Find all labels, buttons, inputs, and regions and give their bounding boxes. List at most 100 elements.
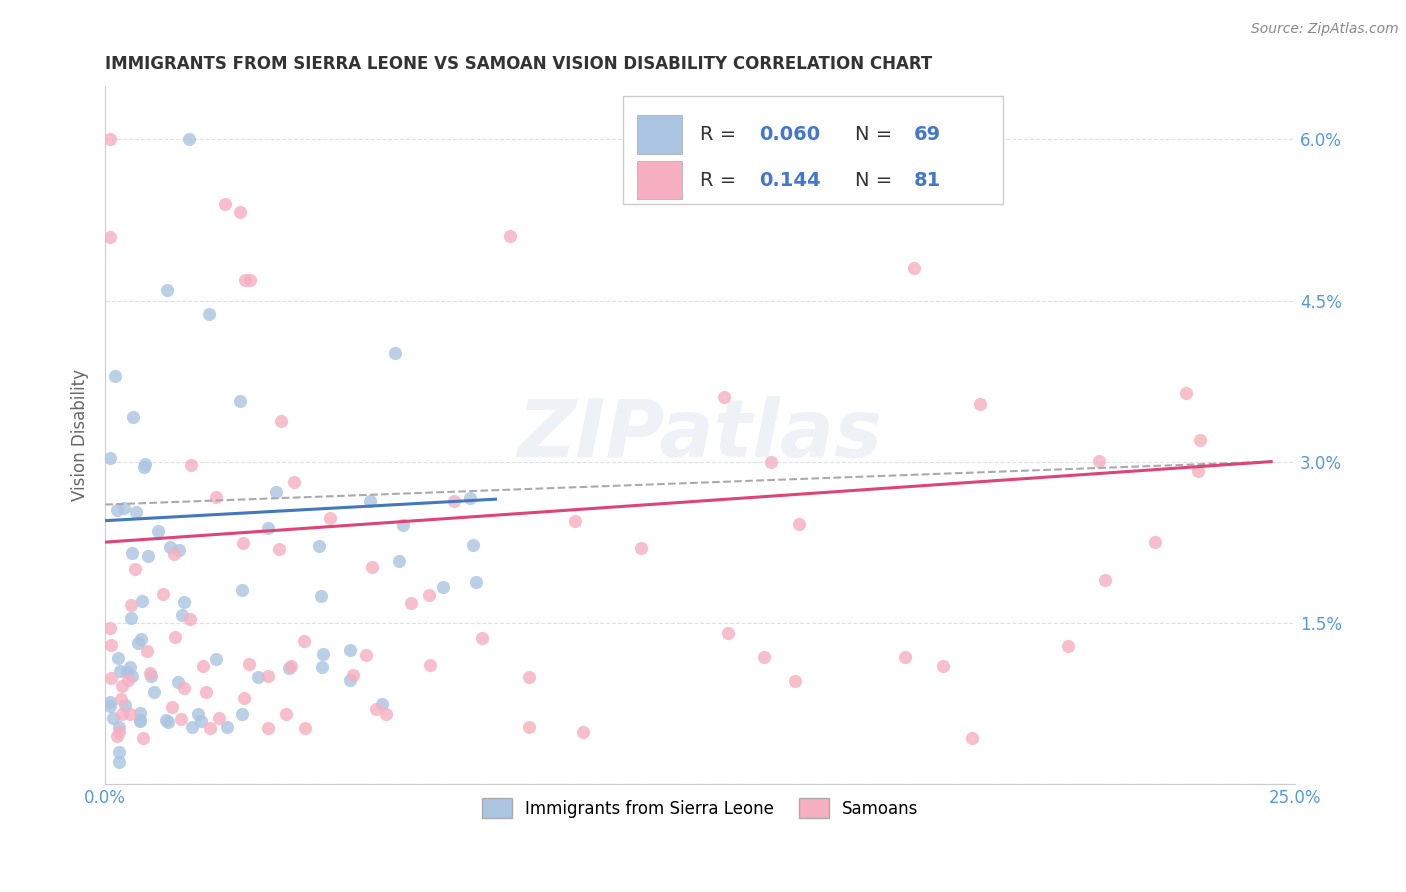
Point [399, 596, 422, 610]
Point [229, 205, 252, 219]
Point [193, 658, 215, 673]
Point [115, 665, 138, 680]
Point [98, 451, 121, 466]
Point [142, 685, 165, 699]
Point [208, 711, 231, 725]
Point [136, 643, 159, 657]
Point [177, 132, 200, 146]
Point [1143, 535, 1166, 549]
Point [132, 460, 155, 475]
Point [173, 681, 195, 696]
Point [112, 500, 135, 515]
Point [134, 458, 156, 472]
Point [458, 491, 481, 505]
Point [280, 658, 302, 673]
Point [1188, 433, 1211, 447]
Point [108, 725, 131, 739]
Y-axis label: Vision Disability: Vision Disability [72, 368, 89, 500]
Point [132, 731, 155, 745]
Point [267, 541, 290, 556]
Point [98, 699, 121, 714]
Point [339, 673, 361, 688]
Point [785, 674, 807, 689]
Text: N =: N = [855, 170, 891, 189]
Point [157, 714, 180, 729]
Legend: Immigrants from Sierra Leone, Samoans: Immigrants from Sierra Leone, Samoans [475, 792, 925, 824]
Point [903, 261, 925, 276]
Point [1094, 573, 1116, 587]
Point [312, 647, 335, 661]
Point [120, 611, 142, 625]
Point [339, 643, 361, 657]
Point [187, 706, 209, 721]
Point [232, 690, 254, 705]
Point [205, 490, 228, 504]
Point [170, 712, 193, 726]
Point [370, 698, 392, 712]
Point [464, 575, 486, 590]
Point [716, 626, 738, 640]
Point [108, 756, 131, 770]
Point [172, 607, 194, 622]
Point [256, 722, 278, 736]
Point [139, 669, 162, 683]
Point [319, 510, 342, 524]
Point [960, 731, 983, 746]
Point [131, 594, 153, 608]
Point [121, 409, 143, 424]
Point [499, 229, 522, 244]
Point [294, 722, 316, 736]
Point [98, 132, 121, 146]
Text: IMMIGRANTS FROM SIERRA LEONE VS SAMOAN VISION DISABILITY CORRELATION CHART: IMMIGRANTS FROM SIERRA LEONE VS SAMOAN V… [105, 55, 932, 73]
Point [124, 505, 146, 519]
FancyBboxPatch shape [637, 161, 682, 199]
Point [104, 368, 127, 383]
Point [138, 666, 160, 681]
Point [159, 541, 181, 555]
Point [354, 648, 377, 662]
Point [270, 414, 292, 428]
Point [229, 393, 252, 408]
Point [111, 679, 134, 693]
Point [432, 580, 454, 594]
Point [787, 517, 810, 532]
Point [108, 664, 131, 678]
Point [204, 651, 226, 665]
Point [120, 598, 142, 612]
FancyBboxPatch shape [623, 96, 1004, 204]
Point [277, 661, 299, 675]
Point [364, 702, 387, 716]
Point [195, 685, 218, 699]
Point [100, 671, 122, 685]
Point [630, 541, 652, 555]
Point [283, 475, 305, 489]
Point [238, 272, 260, 286]
Point [129, 713, 152, 727]
Point [309, 590, 332, 604]
Point [247, 670, 270, 684]
Point [256, 521, 278, 535]
Point [114, 698, 136, 712]
Text: R =: R = [700, 125, 737, 145]
Point [121, 546, 143, 560]
Point [266, 485, 288, 500]
Point [1056, 639, 1078, 653]
Text: R =: R = [700, 170, 737, 189]
Point [160, 700, 183, 714]
Point [419, 657, 441, 672]
Point [214, 197, 236, 211]
Point [108, 720, 131, 734]
Point [761, 455, 783, 469]
Point [190, 714, 212, 728]
Point [238, 657, 260, 671]
Point [231, 706, 253, 721]
Point [1088, 454, 1111, 468]
Point [931, 659, 953, 673]
Text: ZIPatlas: ZIPatlas [517, 396, 883, 474]
Point [572, 724, 595, 739]
Point [167, 542, 190, 557]
Point [155, 713, 177, 727]
Point [105, 503, 128, 517]
Point [713, 390, 735, 404]
Point [110, 692, 132, 706]
